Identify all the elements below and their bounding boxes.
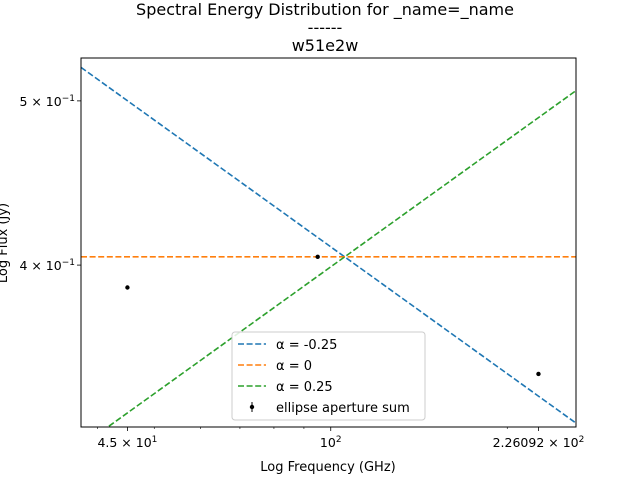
- minor-ticks: [97, 427, 508, 429]
- legend-entry: ellipse aperture sum: [249, 401, 410, 416]
- x-tick-label: 102: [320, 435, 342, 450]
- chart-title: Spectral Energy Distribution for _name=_…: [136, 0, 514, 55]
- y-tick-label: 4 × 10−1: [19, 258, 75, 273]
- y-tick-exponent: −1: [62, 258, 75, 268]
- legend-label: α = -0.25: [276, 338, 337, 353]
- y-axis-label: Log Flux (Jy): [0, 203, 11, 283]
- legend-label: ellipse aperture sum: [276, 401, 410, 416]
- y-tick-label: 5 × 10−1: [19, 94, 75, 109]
- legend-label: α = 0.25: [276, 380, 333, 395]
- x-tick-label: 4.5 × 101: [97, 435, 157, 450]
- x-axis-label: Log Frequency (GHz): [260, 460, 395, 475]
- x-tick-exponent: 2: [336, 435, 342, 445]
- legend-entry: α = -0.25: [238, 338, 337, 353]
- y-tick-exponent: −1: [62, 94, 75, 104]
- plot-area: [80, 57, 577, 429]
- legend: α = -0.25 α = 0 α = 0.25 ellipse aperture s…: [231, 331, 426, 421]
- legend-entry: α = 0: [238, 359, 312, 374]
- series-line-2: [106, 90, 576, 427]
- series-line-0: [81, 66, 576, 424]
- legend-box: [231, 331, 426, 421]
- x-tick-mantissa: 4.5 × 10: [97, 435, 151, 450]
- y-axis-ticks: 5 × 10−14 × 10−1: [19, 94, 81, 273]
- chart-title-line-1: Spectral Energy Distribution for _name=_…: [136, 0, 514, 20]
- data-point: [125, 285, 130, 290]
- x-tick-mantissa: 2.26092 × 10: [493, 435, 579, 450]
- legend-entry: α = 0.25: [238, 380, 333, 395]
- legend-label: α = 0: [276, 359, 312, 374]
- x-axis-ticks: 4.5 × 101 102 2.26092 × 102: [97, 427, 584, 450]
- x-tick-exponent: 2: [579, 435, 585, 445]
- x-tick-exponent: 1: [152, 435, 158, 445]
- chart-title-line-3: w51e2w: [292, 36, 359, 55]
- data-point: [536, 371, 541, 377]
- y-tick-mantissa: 4 × 10: [19, 258, 61, 273]
- legend-marker-swatch: [249, 404, 255, 410]
- data-point: [315, 254, 320, 260]
- chart-title-line-2: ------: [308, 18, 343, 37]
- plot-frame: [80, 57, 577, 428]
- y-tick-mantissa: 5 × 10: [19, 94, 61, 109]
- x-tick-mantissa: 10: [320, 435, 336, 450]
- x-tick-label: 2.26092 × 102: [493, 435, 585, 450]
